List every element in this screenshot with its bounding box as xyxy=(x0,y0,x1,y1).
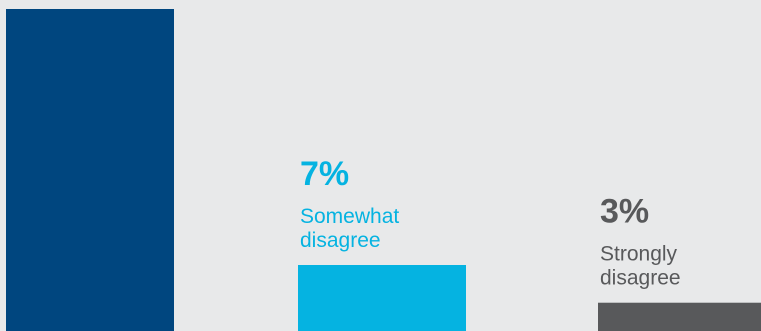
category-label-line: disagree xyxy=(600,267,681,290)
data-label: 7% xyxy=(300,155,349,193)
category-label-line: Strongly xyxy=(600,243,678,266)
category-label-line: Somewhat xyxy=(300,205,399,228)
bar-2 xyxy=(598,302,761,331)
bar-0 xyxy=(6,9,174,331)
category-label-line: disagree xyxy=(300,229,381,252)
data-label: 3% xyxy=(600,193,649,231)
bar-1 xyxy=(298,265,466,331)
